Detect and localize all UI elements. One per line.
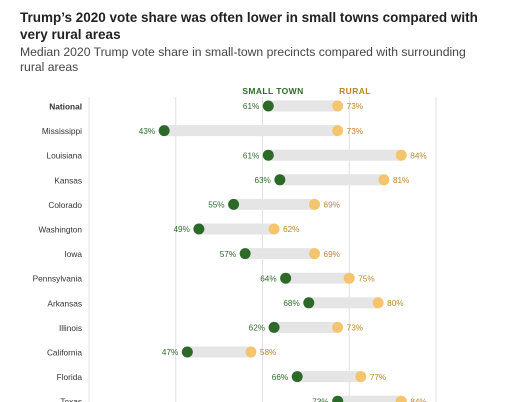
legend-rural: RURAL: [339, 86, 371, 96]
small-town-dot: [303, 297, 315, 309]
small-town-dot: [181, 346, 193, 358]
range-bar: [233, 198, 315, 210]
rural-value-label: 69%: [324, 201, 340, 210]
range-bar: [308, 297, 379, 309]
range-bar: [297, 371, 361, 383]
small-town-value-label: 68%: [283, 299, 299, 308]
rural-dot: [332, 125, 344, 137]
row-illinois: Illinois 62% 73%: [59, 321, 363, 333]
small-town-value-label: 47%: [162, 348, 178, 357]
row-label: Iowa: [64, 249, 82, 259]
range-bar: [279, 174, 384, 186]
rural-dot: [332, 100, 344, 112]
rural-dot: [395, 395, 407, 402]
row-pennsylvania: Pennsylvania 64% 75%: [33, 272, 375, 284]
row-colorado: Colorado 55% 69%: [48, 198, 340, 210]
row-iowa: Iowa 57% 69%: [64, 248, 340, 260]
rural-value-label: 62%: [283, 225, 299, 234]
row-texas: Texas 73% 84%: [60, 395, 427, 402]
row-washington: Washington 49% 62%: [38, 223, 299, 235]
rural-dot: [309, 248, 321, 260]
small-town-dot: [274, 174, 286, 186]
row-label: Washington: [38, 225, 82, 235]
row-mississippi: Mississippi 43% 73%: [42, 125, 363, 137]
range-bar: [285, 272, 350, 284]
row-label: Texas: [60, 397, 82, 402]
row-label: Pennsylvania: [33, 274, 83, 284]
rural-dot: [343, 272, 355, 284]
rural-value-label: 69%: [324, 250, 340, 259]
chart-title: Trump’s 2020 vote share was often lower …: [20, 10, 478, 42]
rural-value-label: 73%: [347, 324, 363, 333]
range-bar: [274, 321, 338, 333]
rural-value-label: 81%: [393, 176, 409, 185]
small-town-dot: [262, 100, 274, 112]
rural-dot: [378, 174, 390, 186]
row-florida: Florida 66% 77%: [57, 371, 386, 383]
small-town-value-label: 63%: [254, 176, 270, 185]
rural-dot: [355, 371, 367, 383]
small-town-dot: [239, 248, 251, 260]
rural-value-label: 77%: [370, 373, 386, 382]
range-bar: [198, 223, 275, 235]
small-town-dot: [332, 395, 344, 402]
small-town-value-label: 64%: [260, 274, 276, 283]
rural-value-label: 84%: [410, 397, 426, 402]
small-town-value-label: 43%: [139, 127, 155, 136]
row-california: California 47% 58%: [47, 346, 276, 358]
small-town-dot: [193, 223, 205, 235]
row-label: Mississippi: [42, 126, 82, 136]
rural-dot: [372, 297, 384, 309]
rural-dot: [395, 149, 407, 161]
small-town-value-label: 57%: [220, 250, 236, 259]
small-town-value-label: 66%: [272, 373, 288, 382]
row-label: Illinois: [59, 323, 82, 333]
small-town-value-label: 49%: [173, 225, 189, 234]
rural-value-label: 75%: [358, 274, 374, 283]
small-town-dot: [228, 198, 240, 210]
small-town-dot: [268, 321, 280, 333]
row-label: Kansas: [54, 175, 82, 185]
rural-value-label: 73%: [347, 127, 363, 136]
small-town-value-label: 55%: [208, 201, 224, 210]
range-bar: [268, 149, 402, 161]
rural-dot: [332, 321, 344, 333]
legend-small-town: SMALL TOWN: [242, 86, 303, 96]
row-kansas: Kansas 63% 81%: [54, 174, 409, 186]
range-bar: [337, 395, 402, 402]
row-label: Louisiana: [46, 151, 82, 161]
rural-value-label: 58%: [260, 348, 276, 357]
row-label: National: [49, 102, 82, 112]
row-label: Colorado: [48, 200, 82, 210]
row-label: California: [47, 348, 82, 358]
small-town-value-label: 61%: [243, 102, 259, 111]
small-town-dot: [262, 149, 274, 161]
row-label: Florida: [57, 372, 83, 382]
range-bar: [268, 100, 338, 112]
row-label: Arkansas: [47, 298, 82, 308]
small-town-dot: [158, 125, 170, 137]
rows: National 61% 73% Mississippi 43% 73% Louisiana…: [33, 100, 427, 402]
range-bar: [187, 346, 251, 358]
small-town-value-label: 73%: [312, 397, 328, 402]
rural-dot: [309, 198, 321, 210]
row-national: National 61% 73%: [49, 100, 363, 112]
rural-value-label: 73%: [347, 102, 363, 111]
row-arkansas: Arkansas 68% 80%: [47, 297, 404, 309]
small-town-value-label: 62%: [249, 324, 265, 333]
rural-dot: [268, 223, 280, 235]
small-town-dot: [280, 272, 292, 284]
range-bar: [164, 125, 338, 137]
chart-subtitle: Median 2020 Trump vote share in small-to…: [20, 45, 466, 74]
small-town-value-label: 61%: [243, 151, 259, 160]
row-louisiana: Louisiana 61% 84%: [46, 149, 427, 161]
range-bar: [245, 248, 315, 260]
rural-value-label: 80%: [387, 299, 403, 308]
rural-dot: [245, 346, 257, 358]
small-town-dot: [291, 371, 303, 383]
rural-value-label: 84%: [410, 151, 426, 160]
